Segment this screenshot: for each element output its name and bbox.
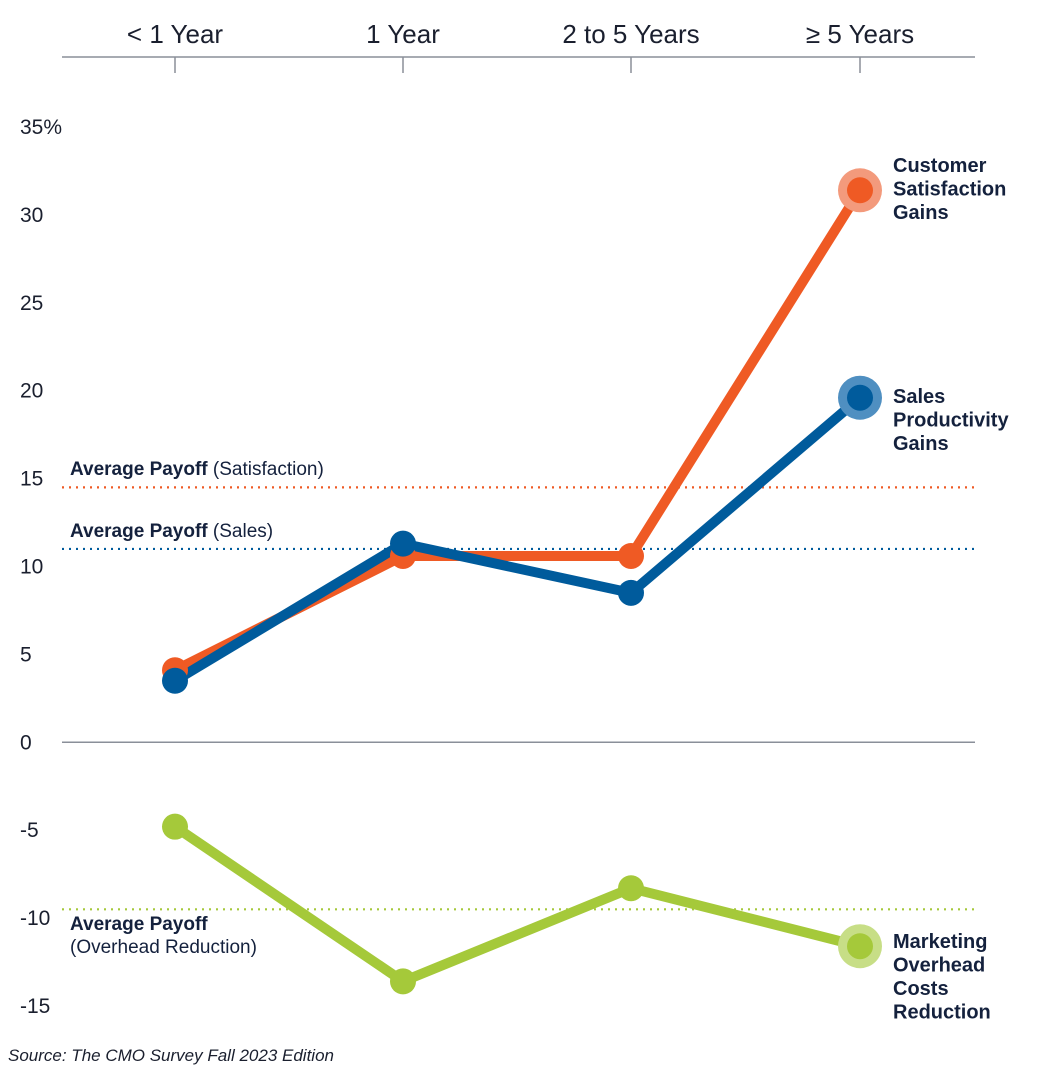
series-point-overhead (847, 933, 873, 960)
y-tick-label: 25 (20, 292, 43, 315)
series-point-overhead (618, 875, 644, 902)
y-tick-label: 10 (20, 556, 43, 579)
chart: < 1 Year 1 Year 2 to 5 Years ≥ 5 Years 35% 30… (20, 19, 1009, 1024)
average-label-satisfaction: Average Payoff (Satisfaction) (70, 459, 324, 480)
y-tick-label: 35% (20, 116, 62, 139)
series-label-sales: Sales Productivity Gains (893, 386, 1009, 455)
average-label-sales: Average Payoff (Sales) (70, 521, 273, 542)
x-tick-label: ≥ 5 Years (806, 19, 914, 49)
series-point-overhead (162, 813, 188, 840)
y-tick-label: 20 (20, 380, 43, 403)
x-tick-label: 2 to 5 Years (562, 19, 699, 49)
series-point-sales (162, 667, 188, 694)
series-line-satisfaction (170, 185, 865, 676)
series-label-overhead: Marketing Overhead Costs Reduction (893, 931, 991, 1024)
series-point-overhead (390, 968, 416, 995)
series-point-satisfaction (618, 542, 644, 569)
y-tick-label: 5 (20, 643, 32, 666)
average-label-overhead: Average Payoff (Overhead Reduction) (70, 914, 257, 958)
x-tick-label: < 1 Year (127, 19, 223, 49)
y-tick-label: -5 (20, 819, 39, 842)
y-tick-label: -10 (20, 907, 50, 930)
y-tick-label: 0 (20, 731, 32, 754)
y-tick-label: 30 (20, 204, 43, 227)
series-label-satisfaction: Customer Satisfaction Gains (893, 155, 1006, 224)
x-tick-label: 1 Year (366, 19, 440, 49)
series-point-sales (618, 579, 644, 606)
y-tick-label: 15 (20, 468, 43, 491)
source-note: Source: The CMO Survey Fall 2023 Edition (8, 1046, 334, 1065)
series-point-satisfaction (847, 177, 873, 204)
y-tick-label: -15 (20, 995, 50, 1018)
series-point-sales (847, 384, 873, 411)
series-line-overhead (170, 821, 865, 987)
series-line-sales (170, 392, 865, 686)
series-point-sales (390, 530, 416, 557)
